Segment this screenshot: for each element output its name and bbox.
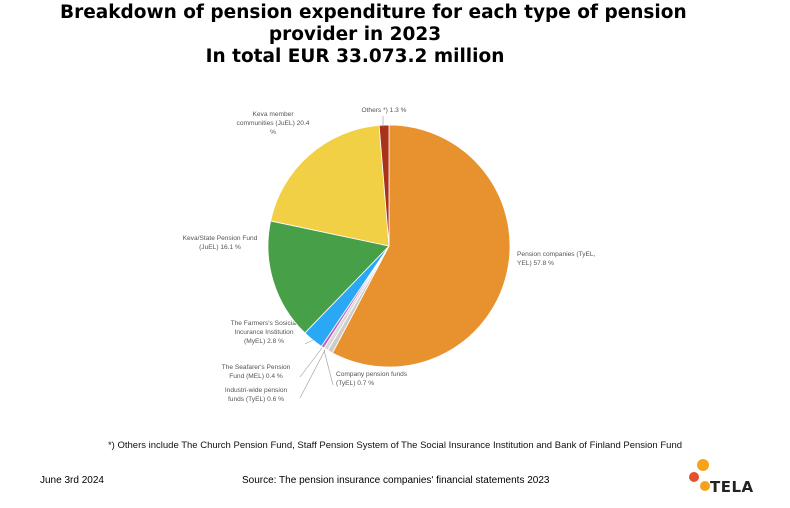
logo-dot-orange-small	[700, 481, 710, 491]
slice-label-line: Pension companies (TyEL,	[517, 251, 596, 258]
slice-label: Others *) 1.3 %	[361, 107, 406, 114]
slice-label-line: The Farmers's Sosicial	[231, 320, 298, 327]
slice-label-line: %	[270, 129, 276, 136]
footnote: *) Others include The Church Pension Fun…	[107, 440, 683, 451]
slice-label-line: Others *) 1.3 %	[361, 107, 406, 114]
slice-label-line: communities (JuEL) 20.4	[237, 120, 310, 127]
slice-label-line: Fund (MEL) 0.4 %	[229, 373, 283, 380]
slice-label-line: YEL) 57.8 %	[517, 260, 554, 267]
leader-line	[299, 347, 323, 378]
title-line-1: Breakdown of pension expenditure for eac…	[60, 2, 687, 23]
title-line-2: provider in 2023	[268, 24, 442, 45]
pie-slice	[270, 124, 390, 247]
slice-label-line: Industri-wide pension	[225, 387, 288, 394]
logo-dot-red	[689, 472, 699, 482]
pie-slice	[267, 220, 390, 334]
date-label: June 3rd 2024	[40, 475, 104, 486]
title-line-3: In total EUR 33.073.2 million	[205, 46, 505, 67]
leader-line	[323, 349, 334, 386]
slice-label-line: Company pension funds	[336, 371, 408, 378]
source-label: Source: The pension insurance companies'…	[242, 475, 550, 486]
slice-label-line: (MyEL) 2.8 %	[244, 338, 284, 345]
slice-label-line: Incurance Institution	[234, 329, 293, 336]
slice-label-line: (TyEL) 0.7 %	[336, 380, 374, 387]
leader-line	[304, 339, 314, 345]
slice-label: The Seafarer's Pension Fund (MEL) 0.4 %	[222, 364, 291, 380]
slice-label-line: funds (TyEL) 0.6 %	[228, 396, 284, 403]
logo-dot-orange	[697, 459, 709, 471]
logo-text: TELA	[710, 478, 754, 496]
leader-line	[299, 349, 326, 399]
chart-title: Breakdown of pension expenditure for eac…	[60, 2, 687, 68]
slice-label-line: Keva member	[252, 111, 294, 118]
slice-label: Keva member communities (JuEL) 20.4%	[237, 111, 310, 136]
slice-label-line: (JuEL) 16.1 %	[199, 244, 241, 251]
slice-label-line: Keva/State Pension Fund	[183, 235, 258, 242]
slice-label-line: The Seafarer's Pension	[222, 364, 291, 371]
slice-label: Industri-wide pension funds (TyEL) 0.6 %	[225, 387, 288, 403]
pie-slice	[378, 124, 390, 247]
slice-label: Keva/State Pension Fund (JuEL) 16.1 %	[183, 235, 258, 251]
tela-logo-icon	[689, 459, 710, 491]
pie-slice	[331, 124, 511, 368]
slice-label: The Farmers's Sosicial Incurance Institut…	[231, 320, 298, 345]
slice-label: Pension companies (TyEL, YEL) 57.8 %	[517, 251, 596, 267]
slice-label: Company pension funds (TyEL) 0.7 %	[336, 371, 408, 387]
